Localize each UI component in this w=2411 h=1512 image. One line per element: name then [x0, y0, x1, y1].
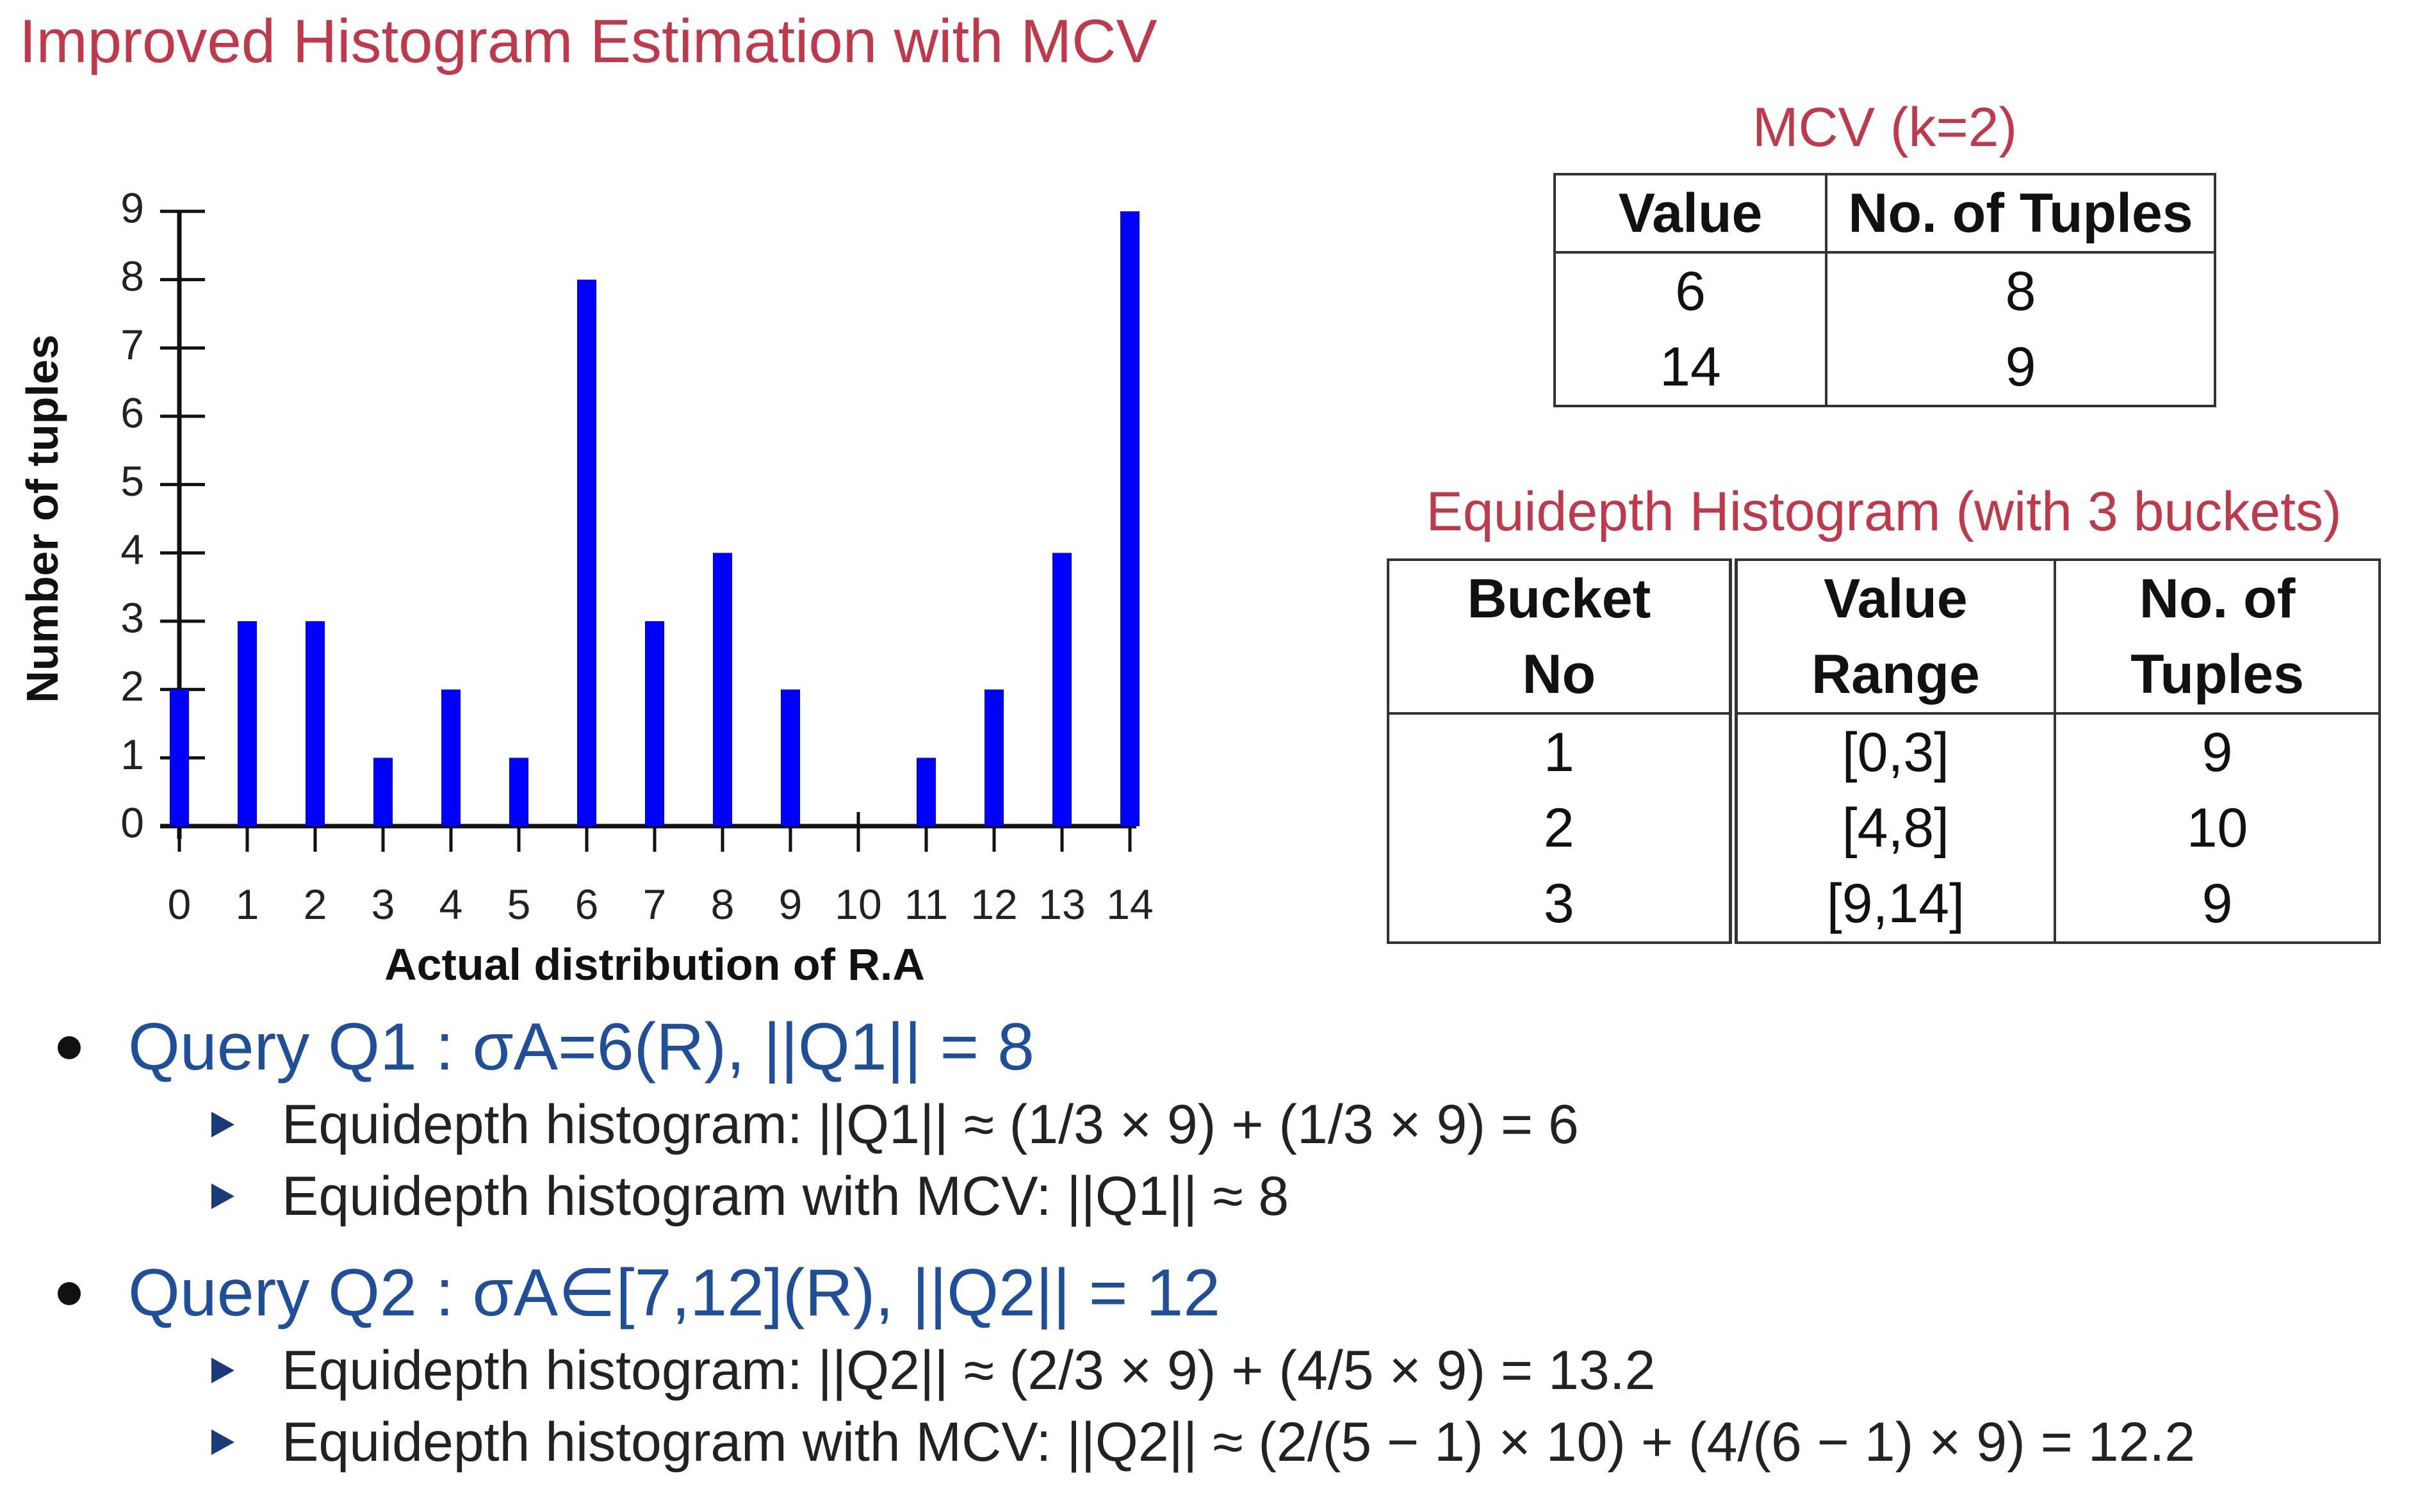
query-1-item: Equidepth histogram: ||Q1|| ≈ (1/3 × 9) …: [38, 1089, 2376, 1160]
query-2: Query Q2 : σA∈[7,12](R), ||Q2|| = 12: [38, 1251, 2376, 1335]
triangle-bullet-icon: [211, 1358, 234, 1383]
y-tick-label: 1: [120, 731, 144, 778]
query-1-label: Query Q1 : σA=6(R), ||Q1|| = 8: [128, 1010, 1034, 1084]
eq-header-range-line1: Value: [1824, 568, 1968, 630]
eq-header-range-line2: Range: [1811, 644, 1980, 705]
query-1: Query Q1 : σA=6(R), ||Q1|| = 8: [38, 1005, 2376, 1089]
table-row: 14 9: [1553, 329, 2216, 406]
x-tick-label: 2: [304, 881, 327, 928]
triangle-bullet-icon: [211, 1183, 234, 1209]
y-tick-label: 2: [120, 662, 144, 710]
y-tick-label: 0: [120, 799, 144, 846]
query-list: Query Q1 : σA=6(R), ||Q1|| = 8 Equidepth…: [38, 1005, 2376, 1478]
y-tick-label: 5: [120, 457, 144, 505]
query-2-item: Equidepth histogram: ||Q2|| ≈ (2/3 × 9) …: [38, 1335, 2376, 1406]
eq-header-bucket: Bucket No: [1387, 560, 1738, 713]
eq-header-tuples-line2: Tuples: [2130, 644, 2304, 705]
eq-header-bucket-line2: No: [1522, 644, 1596, 705]
bullet-icon: [58, 1036, 81, 1059]
bullet-icon: [58, 1282, 81, 1305]
triangle-bullet-icon: [211, 1429, 234, 1455]
y-tick-label: 8: [120, 252, 144, 300]
bar: [781, 689, 800, 826]
mcv-header-value: Value: [1553, 174, 1827, 252]
query-1-item: Equidepth histogram with MCV: ||Q1|| ≈ 8: [38, 1160, 2376, 1232]
mcv-cell: 6: [1553, 252, 1827, 329]
eq-cell: 1: [1387, 713, 1738, 790]
eq-cell: [9,14]: [1731, 866, 2057, 943]
query-2-item: Equidepth histogram with MCV: ||Q2|| ≈ (…: [38, 1406, 2376, 1478]
eq-header-tuples: No. of Tuples: [2054, 560, 2381, 713]
bar: [985, 689, 1004, 826]
y-tick-label: 9: [120, 184, 144, 231]
bar: [373, 758, 393, 826]
x-tick-label: 12: [970, 881, 1017, 928]
x-tick-label: 9: [779, 881, 803, 928]
query-1-item-1-text: Equidepth histogram: ||Q1|| ≈ (1/3 × 9) …: [282, 1094, 1579, 1155]
y-tick-label: 6: [120, 389, 144, 436]
x-tick-label: 5: [507, 881, 531, 928]
page-title: Improved Histogram Estimation with MCV: [19, 7, 1157, 76]
query-1-item-2-text: Equidepth histogram with MCV: ||Q1|| ≈ 8: [282, 1166, 1289, 1227]
eq-cell: 9: [2054, 713, 2381, 790]
mcv-caption: MCV (k=2): [1752, 97, 2018, 158]
bar: [238, 621, 257, 826]
x-tick-label: 0: [168, 881, 192, 928]
bar: [713, 553, 732, 826]
y-axis-label: Number of tuples: [17, 334, 67, 703]
table-row: 3 [9,14] 9: [1387, 866, 2381, 943]
x-tick-label: 11: [904, 881, 949, 928]
y-tick-label: 4: [120, 526, 144, 573]
bar: [645, 621, 664, 826]
bar: [509, 758, 528, 826]
eq-cell: 10: [2054, 790, 2381, 866]
table-row: 1 [0,3] 9: [1387, 713, 2381, 790]
bar: [1120, 211, 1140, 826]
query-2-item-1-text: Equidepth histogram: ||Q2|| ≈ (2/3 × 9) …: [282, 1340, 1656, 1401]
x-tick-label: 3: [372, 881, 395, 928]
x-tick-label: 1: [236, 881, 259, 928]
x-tick-label: 13: [1038, 881, 1085, 928]
eq-cell: 9: [2054, 866, 2381, 943]
y-tick-label: 7: [120, 321, 144, 368]
mcv-header-tuples: No. of Tuples: [1825, 174, 2216, 252]
bar: [917, 758, 936, 826]
equidepth-table: Bucket No Value Range No. of Tuples 1 [0…: [1387, 558, 2381, 944]
eq-header-bucket-line1: Bucket: [1467, 568, 1651, 630]
bar: [306, 621, 325, 826]
mcv-cell: 8: [1825, 252, 2216, 329]
eq-cell: [0,3]: [1731, 713, 2057, 790]
x-tick-label: 4: [439, 881, 463, 928]
equidepth-caption: Equidepth Histogram (with 3 buckets): [1426, 481, 2342, 542]
bar: [170, 689, 189, 826]
bar: [1052, 553, 1072, 826]
table-row: 6 8: [1553, 252, 2216, 329]
triangle-bullet-icon: [211, 1112, 234, 1137]
table-row: 2 [4,8] 10: [1387, 790, 2381, 866]
x-tick-label: 6: [575, 881, 599, 928]
bar: [577, 279, 596, 826]
query-2-label: Query Q2 : σA∈[7,12](R), ||Q2|| = 12: [128, 1256, 1221, 1330]
eq-cell: 3: [1387, 866, 1738, 943]
x-tick-label: 8: [711, 881, 735, 928]
mcv-cell: 14: [1553, 329, 1827, 406]
query-2-item-2-text: Equidepth histogram with MCV: ||Q2|| ≈ (…: [282, 1411, 2196, 1473]
y-tick-label: 3: [120, 594, 144, 641]
eq-cell: 2: [1387, 790, 1738, 866]
bar: [441, 689, 461, 826]
x-tick-label: 14: [1106, 881, 1153, 928]
mcv-cell: 9: [1825, 329, 2216, 406]
eq-header-tuples-line1: No. of: [2139, 568, 2296, 630]
eq-cell: [4,8]: [1731, 790, 2057, 866]
x-tick-label: 7: [643, 881, 667, 928]
eq-header-range: Value Range: [1731, 560, 2057, 713]
x-axis-label: Actual distribution of R.A: [384, 939, 925, 989]
x-tick-label: 10: [835, 881, 881, 928]
mcv-table: Value No. of Tuples 6 8 14 9: [1553, 173, 2216, 407]
